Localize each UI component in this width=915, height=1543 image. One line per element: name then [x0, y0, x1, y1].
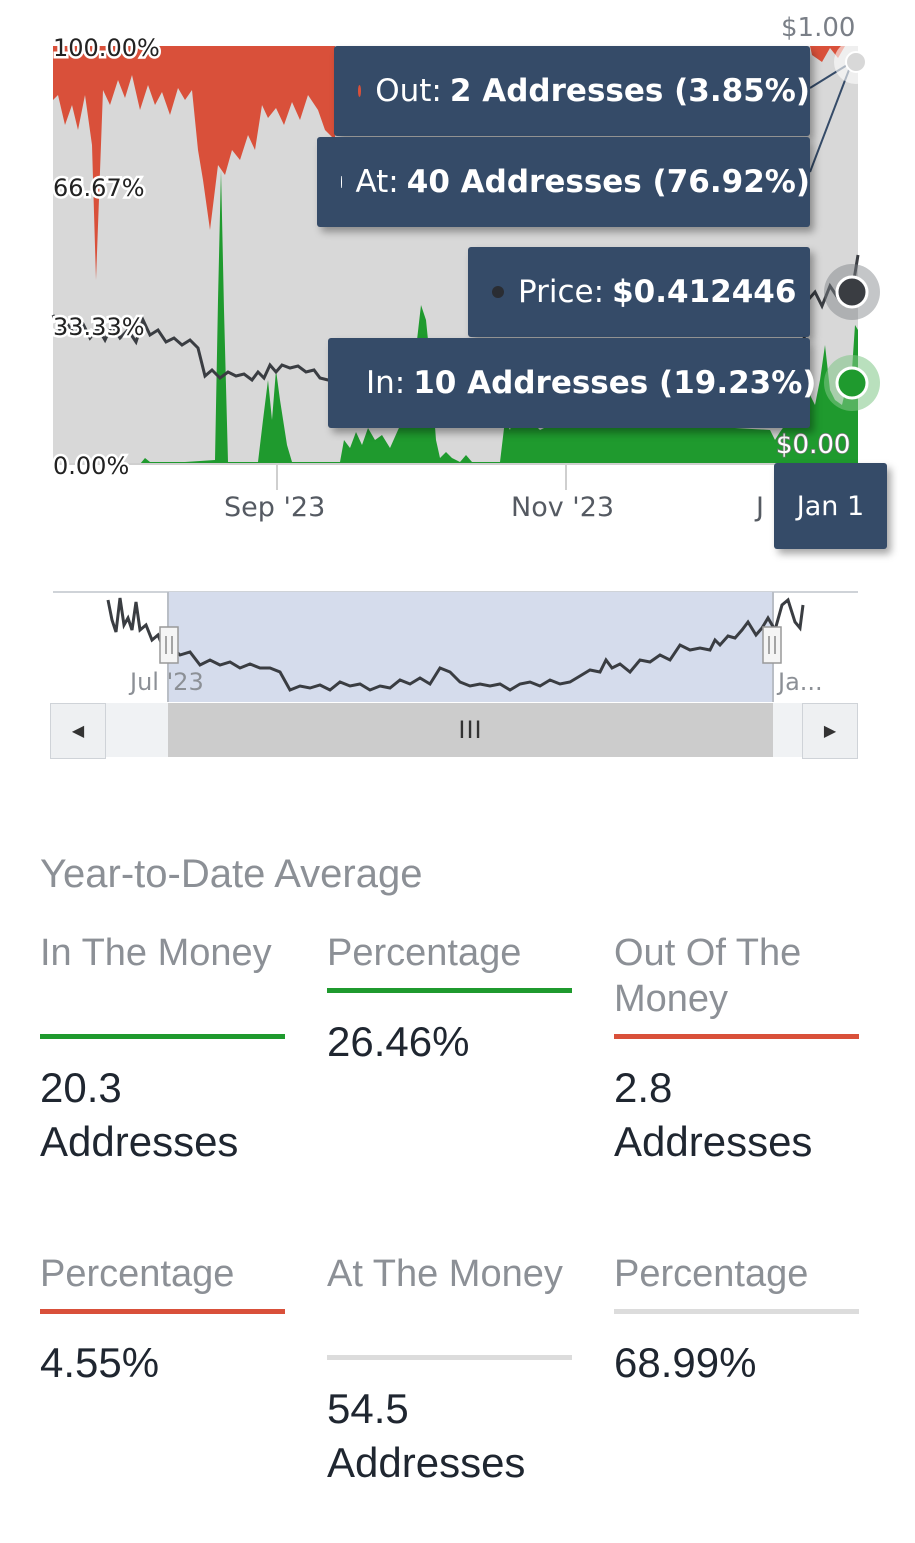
scroll-right-button[interactable]: ▶	[802, 703, 858, 759]
tooltip-in-label: In:	[366, 365, 406, 401]
scrollbar-thumb[interactable]: III	[168, 703, 773, 757]
stat-label: Percentage	[40, 1253, 235, 1295]
section-title: Year-to-Date Average	[40, 852, 423, 896]
triangle-right-icon: ▶	[823, 723, 837, 740]
stat-value: 20.3 Addresses	[40, 1064, 239, 1165]
stat-label: Percentage	[614, 1253, 809, 1295]
stat-at-the-money: At The Money 54.5 Addresses	[327, 1251, 572, 1490]
tooltip-in: In: 10 Addresses (19.23%)	[328, 338, 816, 428]
stat-rule	[327, 988, 572, 993]
out-of-the-money-area-right	[810, 46, 845, 62]
stat-out-percentage: Percentage 4.55%	[40, 1251, 285, 1390]
stat-label: Out Of The Money	[614, 932, 802, 1020]
x-label-nov: Nov '23	[511, 492, 614, 523]
range-navigator[interactable]: Jul '23 Ja...	[0, 585, 915, 765]
stat-rule	[40, 1309, 285, 1314]
stat-label: Percentage	[327, 932, 522, 974]
tooltip-price-label: Price:	[518, 274, 605, 310]
stat-rule	[614, 1309, 859, 1314]
stat-value: 68.99%	[614, 1339, 757, 1386]
scroll-left-button[interactable]: ◀	[50, 703, 106, 759]
triangle-left-icon: ◀	[71, 723, 85, 740]
navigator-label-jul: Jul '23	[128, 668, 204, 696]
tooltip-out-value: 2 Addresses (3.85%)	[449, 73, 810, 109]
in-marker	[835, 366, 869, 400]
navigator-selected-range[interactable]	[168, 592, 773, 702]
price-marker	[835, 275, 869, 309]
stat-label: In The Money	[40, 932, 272, 974]
stat-value: 54.5 Addresses	[327, 1385, 526, 1486]
y-label-66: 66.67%	[53, 174, 145, 202]
stat-in-percentage: Percentage 26.46%	[327, 930, 572, 1069]
y-label-0: 0.00%	[53, 452, 129, 480]
out-of-the-money-area	[53, 46, 335, 280]
tooltip-price-value: $0.412446	[612, 274, 797, 310]
x-label-jan: J	[754, 492, 764, 523]
stat-label: At The Money	[327, 1253, 563, 1295]
tooltip-out-label: Out:	[375, 73, 442, 109]
price-label-top: $1.00	[781, 13, 855, 43]
out-marker	[845, 51, 867, 73]
navigator-label-jan: Ja...	[776, 668, 823, 696]
navigator-right-handle[interactable]	[762, 626, 782, 664]
tooltip-date-label: Jan 1	[796, 490, 865, 522]
stat-rule	[614, 1034, 859, 1039]
tooltip-in-value: 10 Addresses (19.23%)	[413, 365, 817, 401]
price-dot-icon	[492, 286, 504, 298]
x-label-sep: Sep '23	[224, 492, 325, 523]
tooltip-at-value: 40 Addresses (76.92%)	[406, 164, 810, 200]
tooltip-out: Out: 2 Addresses (3.85%)	[334, 46, 810, 136]
navigator-left-handle[interactable]	[159, 626, 179, 664]
tooltip-at-label: At:	[355, 164, 399, 200]
stat-out-of-the-money: Out Of The Money 2.8 Addresses	[614, 930, 859, 1169]
stat-value: 2.8 Addresses	[614, 1064, 813, 1165]
tooltip-date: Jan 1	[774, 463, 887, 549]
stat-value: 26.46%	[327, 1018, 470, 1065]
stat-at-percentage: Percentage 68.99%	[614, 1251, 859, 1390]
stat-in-the-money: In The Money 20.3 Addresses	[40, 930, 285, 1169]
price-label-bottom: $0.00	[776, 430, 850, 460]
out-dot-icon	[358, 85, 362, 97]
y-label-33: 33.33%	[53, 313, 145, 341]
grip-icon: III	[458, 716, 483, 744]
stat-rule	[327, 1355, 572, 1360]
stat-value: 4.55%	[40, 1339, 160, 1386]
y-label-100: 100.00%	[53, 34, 160, 62]
tooltip-price: Price: $0.412446	[468, 247, 810, 337]
tooltip-at: At: 40 Addresses (76.92%)	[317, 137, 810, 227]
stat-rule	[40, 1034, 285, 1039]
